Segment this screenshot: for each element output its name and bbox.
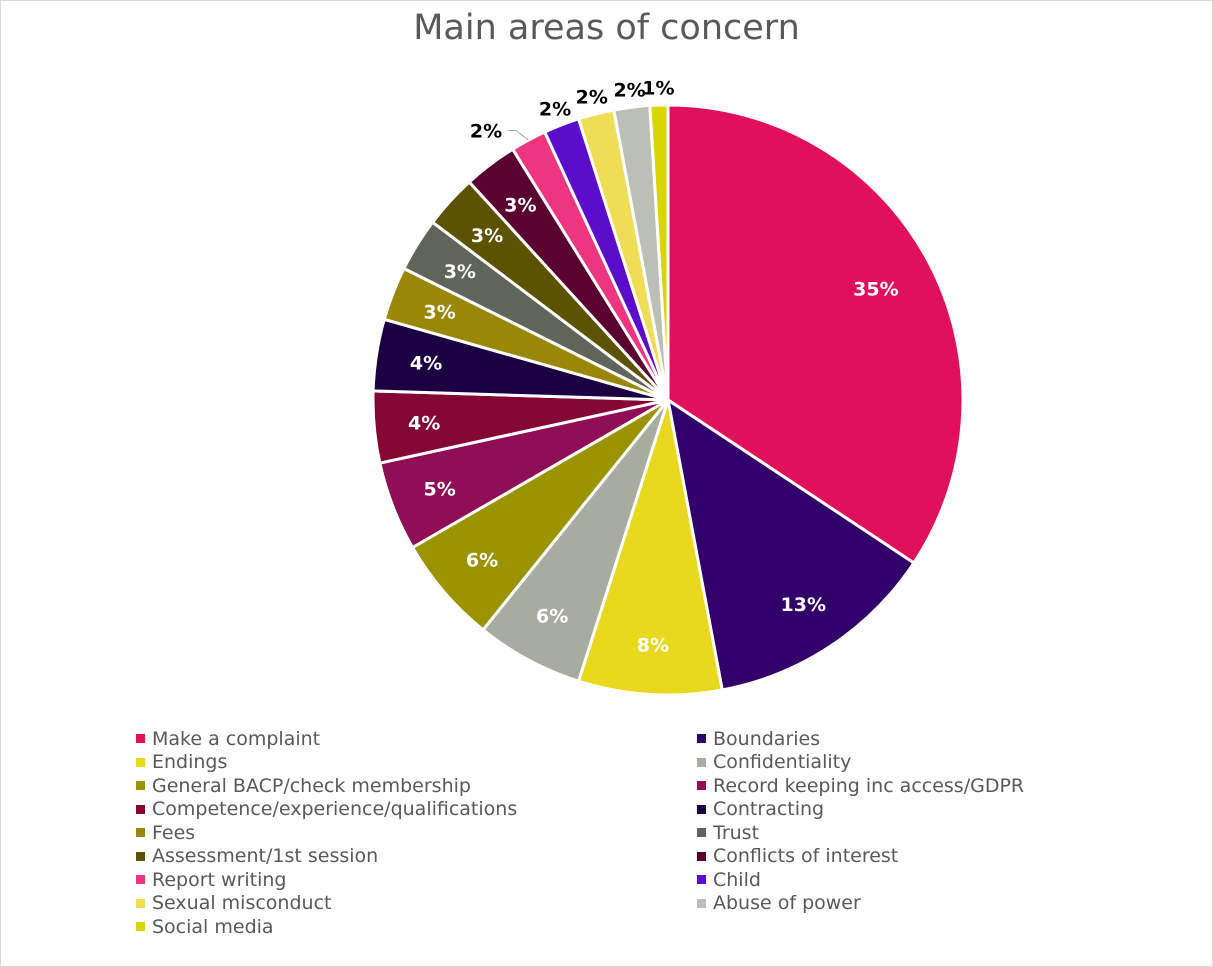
legend-label: Endings [152,751,228,774]
pie-chart: 35%13%8%6%6%5%4%4%3%3%3%3%2%2%2% 2%1% [371,77,965,697]
legend-label: Abuse of power [713,892,861,915]
data-label: 3% [424,302,456,324]
legend-swatch [136,828,145,838]
data-label: 2% [613,80,645,102]
legend-label: Trust [713,821,760,844]
legend-swatch [697,734,706,744]
legend-item: Child [697,868,1136,892]
legend-swatch [136,922,145,932]
legend-swatch [136,851,145,861]
pie-slice [648,103,670,402]
legend-item: Record keeping inc access/GDPR [697,774,1136,798]
data-label: 13% [781,594,826,616]
legend-label: Fees [152,821,196,844]
legend-swatch [136,875,145,885]
legend-label: Conflicts of interest [713,845,899,868]
legend-item: Endings [136,751,697,775]
pie-slice [577,398,724,697]
legend-swatch [136,781,145,791]
data-label: 6% [536,606,568,628]
legend-swatch [136,804,145,814]
legend-item: Trust [697,821,1136,845]
data-label: 6% [466,549,498,571]
legend-item: Competence/experience/qualifications [136,798,697,822]
legend-swatch [136,898,145,908]
legend-swatch [697,804,706,814]
legend-swatch [697,757,706,767]
chart-legend: Make a complaint Boundaries Endings Confide… [136,727,1136,939]
legend-swatch [697,781,706,791]
legend-item: Abuse of power [697,892,1136,916]
legend-swatch [697,898,706,908]
legend-label: Social media [152,915,274,938]
data-label: 35% [853,278,898,300]
data-label: 1% [642,77,674,99]
data-label: 4% [408,413,440,435]
legend-label: Record keeping inc access/GDPR [713,774,1025,797]
legend-label: Assessment/1st session [152,845,379,868]
legend-label: Make a complaint [152,727,321,750]
legend-item: Conflicts of interest [697,845,1136,869]
data-label: 4% [410,352,442,374]
legend-label: Competence/experience/qualifications [152,798,518,821]
data-label: 8% [637,634,669,656]
legend-item: Contracting [697,798,1136,822]
legend-swatch [136,734,145,744]
legend-label: Boundaries [713,727,821,750]
leader-line [508,130,529,141]
pie-slice [666,398,916,692]
legend-item: Report writing [136,868,697,892]
legend-swatch [136,757,145,767]
legend-swatch [697,828,706,838]
legend-label: Report writing [152,868,287,891]
legend-item: Fees [136,821,697,845]
legend-swatch [697,851,706,861]
legend-item: Confidentiality [697,751,1136,775]
legend-item: Boundaries [697,727,1136,751]
legend-swatch [697,875,706,885]
data-label: 3% [471,225,503,247]
data-label: 3% [444,261,476,283]
data-label: 2% [576,87,608,109]
chart-title: Main areas of concern [413,8,800,48]
legend-item: Social media [136,915,697,939]
legend-label: Child [713,868,761,891]
legend-label: Sexual misconduct [152,892,332,915]
legend-label: Confidentiality [713,751,852,774]
data-label: 2% [470,121,502,143]
data-label: 2% [539,98,571,120]
data-label: 5% [424,478,456,500]
legend-label: Contracting [713,798,825,821]
data-label: 3% [504,195,536,217]
legend-item: Assessment/1st session [136,845,697,869]
legend-label: General BACP/check membership [152,774,471,797]
legend-item: General BACP/check membership [136,774,697,798]
legend-item: Sexual misconduct [136,892,697,916]
legend-item: Make a complaint [136,727,697,751]
